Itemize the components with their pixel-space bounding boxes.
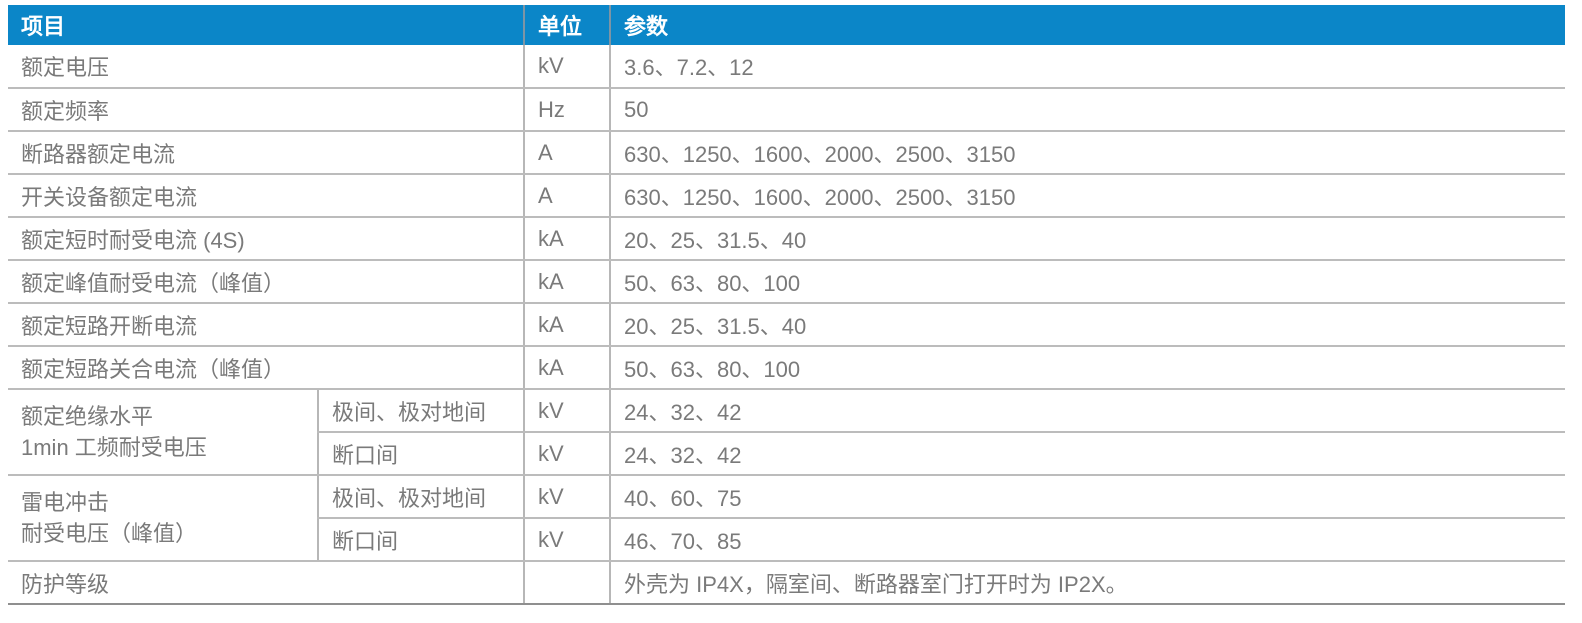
item-cell: 额定短路关合电流（峰值） [8,346,525,390]
unit-cell: A [523,131,611,175]
group-label-line2: 耐受电压（峰值） [21,521,198,546]
table-row: 额定短路开断电流 kA 20、25、31.5、40 [8,303,1566,347]
subitem-cell: 极间、极对地间 [316,389,525,433]
group-label-line2: 1min 工频耐受电压 [21,435,207,460]
table-row: 额定峰值耐受电流（峰值） kA 50、63、80、100 [8,260,1566,304]
item-cell: 额定峰值耐受电流（峰值） [8,260,525,304]
table-row: 断路器额定电流 A 630、1250、1600、2000、2500、3150 [8,131,1566,175]
item-cell: 额定短路开断电流 [8,303,525,347]
table-row: 防护等级 外壳为 IP4X，隔室间、断路器室门打开时为 IP2X。 [8,561,1566,605]
group-label-line1: 雷电冲击 [21,490,110,515]
item-cell: 断路器额定电流 [8,131,525,175]
unit-cell: Hz [523,88,611,132]
subitem-cell: 断口间 [316,432,525,476]
param-cell: 630、1250、1600、2000、2500、3150 [609,174,1566,218]
table-row: 额定短时耐受电流 (4S) kA 20、25、31.5、40 [8,217,1566,261]
param-cell: 40、60、75 [609,475,1566,519]
group-label-cell: 额定绝缘水平 1min 工频耐受电压 [8,389,318,476]
param-cell: 24、32、42 [609,389,1566,433]
table-row: 额定绝缘水平 1min 工频耐受电压 极间、极对地间 kV 24、32、42 [8,389,1566,476]
unit-cell: kA [523,260,611,304]
param-cell: 24、32、42 [609,432,1566,476]
item-cell: 额定电压 [8,45,525,89]
unit-cell: kV [523,389,611,433]
item-cell: 额定频率 [8,88,525,132]
param-cell: 20、25、31.5、40 [609,217,1566,261]
param-cell: 3.6、7.2、12 [609,45,1566,89]
unit-cell [523,561,611,605]
table-row: 额定频率 Hz 50 [8,88,1566,132]
item-cell: 额定短时耐受电流 (4S) [8,217,525,261]
header-item: 项目 [8,5,525,45]
item-cell: 开关设备额定电流 [8,174,525,218]
table-header-row: 项目 单位 参数 [8,5,1566,45]
unit-cell: kA [523,346,611,390]
item-cell: 防护等级 [8,561,525,605]
unit-cell: kA [523,303,611,347]
unit-cell: kV [523,475,611,519]
table-row: 断口间 kV 24、32、42 [8,432,1566,476]
table-row: 额定电压 kV 3.6、7.2、12 [8,45,1566,89]
header-param: 参数 [609,5,1566,45]
param-cell: 50 [609,88,1566,132]
unit-cell: A [523,174,611,218]
subitem-cell: 断口间 [316,518,525,562]
unit-cell: kV [523,45,611,89]
param-cell: 50、63、80、100 [609,346,1566,390]
unit-cell: kA [523,217,611,261]
table-row: 额定短路关合电流（峰值） kA 50、63、80、100 [8,346,1566,390]
group-label-line1: 额定绝缘水平 [21,404,154,429]
spec-table: 项目 单位 参数 额定电压 kV 3.6、7.2、12 额定频率 Hz 50 断… [8,5,1566,605]
unit-cell: kV [523,518,611,562]
subitem-cell: 极间、极对地间 [316,475,525,519]
table-row: 断口间 kV 46、70、85 [8,518,1566,562]
param-cell: 46、70、85 [609,518,1566,562]
header-unit: 单位 [523,5,611,45]
group-label-cell: 雷电冲击 耐受电压（峰值） [8,475,318,562]
param-cell: 20、25、31.5、40 [609,303,1566,347]
table-row: 雷电冲击 耐受电压（峰值） 极间、极对地间 kV 40、60、75 [8,475,1566,562]
table-row: 开关设备额定电流 A 630、1250、1600、2000、2500、3150 [8,174,1566,218]
unit-cell: kV [523,432,611,476]
param-cell: 外壳为 IP4X，隔室间、断路器室门打开时为 IP2X。 [609,561,1566,605]
param-cell: 50、63、80、100 [609,260,1566,304]
param-cell: 630、1250、1600、2000、2500、3150 [609,131,1566,175]
